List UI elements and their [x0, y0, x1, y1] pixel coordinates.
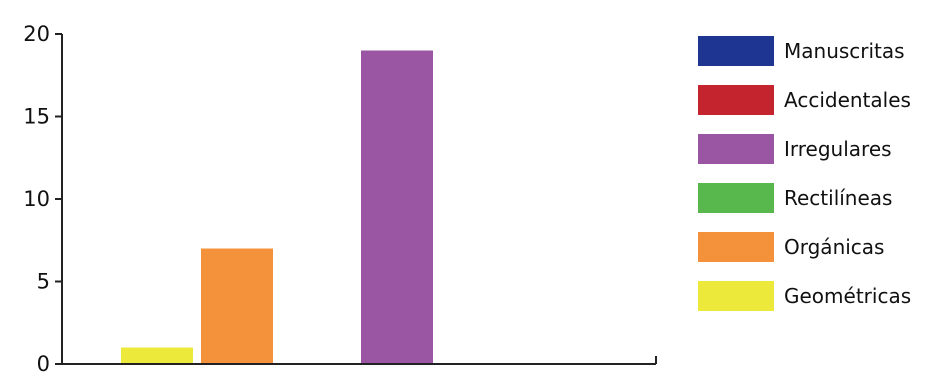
axes-group [61, 34, 657, 365]
legend-label-0: Manuscritas [784, 39, 905, 63]
legend-swatch-3 [698, 183, 774, 213]
legend-swatch-4 [698, 232, 774, 262]
legend-label-4: Orgánicas [784, 235, 884, 259]
y-tick-label-2: 10 [23, 187, 50, 211]
legend-label-1: Accidentales [784, 88, 911, 112]
y-ticks-group: 0 5 10 15 20 [23, 22, 62, 375]
legend-swatch-0 [698, 36, 774, 66]
legend: Manuscritas Accidentales Irregulares Rectil… [698, 36, 911, 311]
bar-3 [361, 50, 433, 364]
legend-label-5: Geométricas [784, 284, 911, 308]
y-tick-label-4: 20 [23, 22, 50, 46]
legend-swatch-2 [698, 134, 774, 164]
legend-swatch-1 [698, 85, 774, 115]
bar-1 [201, 248, 273, 364]
bars-group [121, 50, 433, 364]
bar-0 [121, 347, 193, 364]
y-tick-label-3: 15 [23, 105, 50, 129]
y-tick-label-0: 0 [37, 352, 50, 375]
y-tick-label-1: 5 [37, 270, 50, 294]
legend-label-2: Irregulares [784, 137, 892, 161]
legend-swatch-5 [698, 281, 774, 311]
legend-label-3: Rectilíneas [784, 186, 892, 210]
